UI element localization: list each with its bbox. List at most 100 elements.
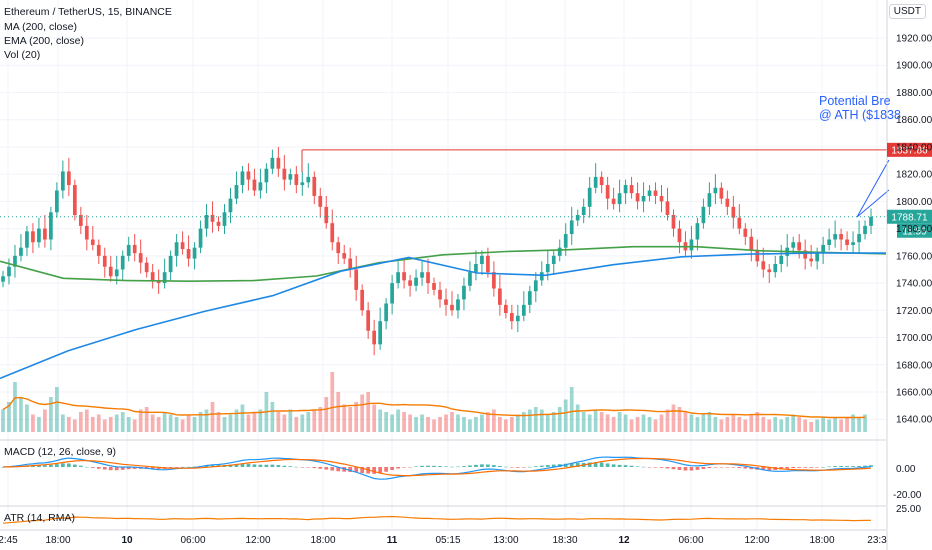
candle [767, 269, 772, 273]
volume-bar [61, 414, 65, 432]
volume-bar [432, 419, 436, 432]
candle [1, 276, 5, 282]
macd-histogram-bar [246, 463, 251, 467]
macd-histogram-bar [539, 465, 544, 467]
candle [240, 171, 245, 186]
ma-legend[interactable]: MA (200, close) [4, 21, 77, 33]
price-tick: 1780.00 [896, 224, 932, 235]
volume-bar [767, 419, 772, 432]
candle [378, 321, 382, 345]
macd-histogram-bar [827, 466, 831, 468]
symbol-title[interactable]: Ethereum / TetherUS, 15, BINANCE [4, 6, 172, 18]
macd-histogram-bar [545, 465, 550, 467]
volume-bar [456, 414, 460, 432]
volume-bar [96, 414, 101, 432]
volume-bar [396, 409, 400, 432]
volume-bar [515, 414, 520, 432]
volume-bar [504, 419, 508, 432]
volume-bar [821, 417, 825, 432]
volume-bar [174, 417, 179, 432]
macd-histogram-bar [72, 464, 77, 467]
macd-histogram-bar [575, 462, 580, 467]
volume-bar [815, 419, 820, 432]
candle [432, 283, 436, 290]
candle [138, 253, 143, 263]
candle [803, 250, 808, 259]
volume-bar [486, 412, 490, 432]
annotation-line-1: Potential Bre [819, 94, 891, 108]
macd-histogram-bar [605, 463, 610, 467]
macd-histogram-bar [533, 466, 538, 467]
ma-200-line [0, 245, 887, 283]
volume-bar [234, 409, 239, 432]
candle [204, 214, 209, 229]
macd-histogram-bar [414, 466, 418, 467]
candle [779, 255, 784, 265]
macd-histogram-bar [492, 465, 496, 467]
candle [13, 255, 17, 267]
macd-histogram-bar [869, 465, 873, 467]
candle [509, 313, 514, 322]
candle [593, 176, 598, 188]
volume-bar [605, 414, 610, 432]
currency-selector[interactable]: USDT [888, 4, 926, 19]
macd-histogram-bar [504, 466, 508, 468]
candle [318, 195, 323, 207]
volume-bar [402, 412, 406, 432]
volume-bar [575, 404, 580, 432]
volume-bar [90, 417, 95, 432]
macd-histogram-bar [845, 466, 849, 467]
macd-histogram-bar [761, 467, 766, 471]
volume-bar [492, 409, 496, 432]
candle [617, 193, 622, 205]
macd-histogram-bar [396, 467, 400, 469]
macd-histogram-bar [348, 467, 353, 472]
macd-histogram-bar [330, 467, 335, 471]
candle [839, 234, 843, 240]
candle [222, 212, 227, 226]
volume-bar [539, 409, 544, 432]
macd-histogram-bar [623, 465, 628, 467]
macd-histogram-bar [372, 467, 377, 474]
macd-pane [1, 456, 873, 480]
candle [342, 253, 347, 259]
volume-bar [545, 414, 550, 432]
volume-bar [839, 419, 843, 432]
macd-legend[interactable]: MACD (12, 26, close, 9) [4, 446, 117, 458]
volume-bar [593, 409, 598, 432]
macd-histogram-bar [444, 466, 448, 467]
volume-bar [521, 412, 526, 432]
volume-bar [366, 392, 371, 432]
volume-bar [192, 417, 197, 432]
macd-histogram-bar [647, 467, 652, 468]
ema-legend[interactable]: EMA (200, close) [4, 35, 84, 47]
volume-bar [611, 417, 616, 432]
candle [234, 185, 239, 199]
candle [695, 223, 700, 240]
vol-legend[interactable]: Vol (20) [4, 49, 41, 61]
macd-histogram-bar [37, 464, 41, 467]
candle [162, 272, 167, 284]
volume-bar [845, 417, 849, 432]
macd-histogram-bar [671, 467, 676, 470]
candle [707, 193, 712, 207]
volume-bar [641, 414, 646, 432]
macd-histogram-bar [192, 466, 197, 468]
volume-bar [474, 417, 478, 432]
candle [515, 315, 520, 322]
volume-bar [66, 417, 71, 432]
volume-bar [186, 414, 191, 432]
candle [420, 272, 424, 278]
candle [258, 182, 263, 191]
candle [144, 262, 149, 273]
candle [533, 280, 538, 292]
volume-bar [623, 414, 628, 432]
volume-bar [282, 414, 287, 432]
candle [25, 231, 29, 248]
macd-histogram-bar [96, 467, 101, 469]
volume-bar [809, 422, 814, 432]
atr-legend[interactable]: ATR (14, RMA) [4, 512, 75, 524]
macd-histogram-bar [509, 467, 514, 468]
candle [396, 272, 400, 284]
candle [186, 249, 191, 259]
